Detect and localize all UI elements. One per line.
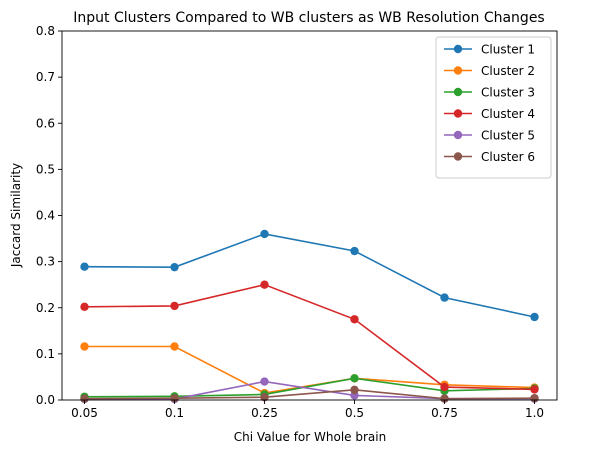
legend-entry-4: Cluster 4 [481,107,535,121]
legend-swatch-marker [453,130,463,140]
y-tick-label: 0.7 [36,70,55,84]
data-point-4-1 [80,302,89,312]
legend-entry-5: Cluster 5 [481,129,535,143]
chart-title: Input Clusters Compared to WB clusters a… [73,10,544,26]
plot-area [80,229,539,404]
series-line-6 [84,389,535,400]
y-tick-label: 0.3 [36,255,55,269]
data-point-6-4 [350,385,359,395]
legend-swatch-marker [453,87,463,97]
legend-swatch-marker [453,44,463,54]
legend-swatch-marker [453,152,463,161]
y-tick-label: 0.2 [36,301,55,315]
axes: 0.05 0.1 0.25 0.5 0.75 1.0 0.0 0.1 0.2 0.3 0.4 0.5 0… [36,24,558,420]
data-point-1-1 [80,262,89,271]
legend-swatch-marker [453,109,463,118]
data-point-4-5 [440,382,449,392]
data-point-3-4 [350,374,359,383]
data-point-4-3 [260,280,269,289]
x-tick-label: 0.75 [431,406,458,420]
series-line-4 [84,283,535,391]
x-tick-label: 1.0 [525,406,544,420]
data-point-2-2 [170,342,179,351]
y-tick-label: 0.1 [36,347,55,361]
legend: Cluster 1 Cluster 2 Cluster 3 Cluster 4 Clus… [435,36,552,179]
legend-entry-2: Cluster 2 [481,64,535,78]
y-tick-label: 0.6 [36,116,55,130]
legend-entry-3: Cluster 3 [481,86,535,100]
data-point-6-5 [440,394,449,403]
data-point-1-5 [440,293,449,302]
data-point-1-6 [530,312,539,322]
data-point-4-6 [530,385,539,394]
legend-box [435,36,552,179]
legend-entry-6: Cluster 6 [481,150,535,164]
x-tick-label: 0.1 [165,406,184,420]
legend-swatch-marker [453,66,463,75]
data-point-4-2 [170,301,179,311]
data-point-2-1 [80,342,89,351]
data-point-4-4 [350,315,359,324]
y-axis-label: Jaccard Similarity [9,163,23,268]
y-tick-label: 0.8 [36,24,55,38]
data-point-1-2 [170,262,179,272]
data-point-5-3 [260,377,269,386]
data-point-6-1 [80,394,89,403]
data-point-1-3 [260,229,269,239]
legend-entry-1: Cluster 1 [481,43,535,57]
y-tick-label: 0.4 [36,209,55,223]
series-line-1 [84,233,535,318]
x-axis-label: Chi Value for Whole brain [234,430,386,444]
x-tick-label: 0.25 [251,406,278,420]
series-line-3 [84,377,535,398]
y-tick-label: 0.5 [36,162,55,176]
data-point-1-4 [350,246,359,256]
x-tick-label: 0.05 [71,406,98,420]
data-point-6-3 [260,393,269,402]
y-tick-label: 0.0 [36,393,55,407]
x-tick-label: 0.5 [345,406,364,420]
